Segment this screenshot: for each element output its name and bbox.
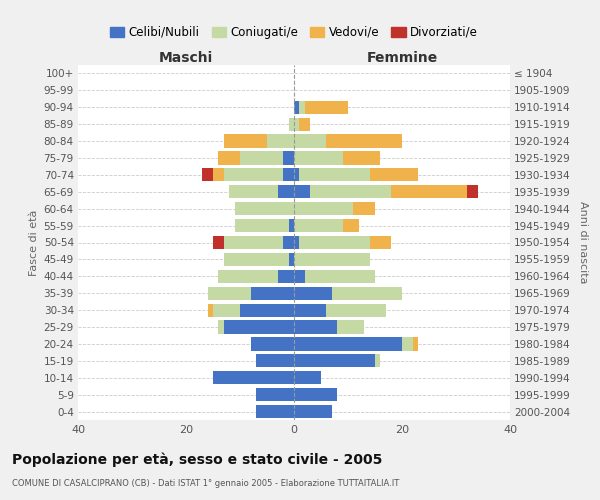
Bar (294, 405, 332, 418)
Bar (402, 338, 413, 350)
Bar (224, 134, 267, 147)
Bar (413, 338, 418, 350)
Bar (224, 236, 283, 249)
Bar (251, 286, 294, 300)
Bar (224, 253, 289, 266)
Bar (294, 185, 310, 198)
Bar (294, 270, 305, 283)
Bar (294, 371, 321, 384)
Bar (256, 388, 294, 401)
Bar (240, 152, 283, 164)
Bar (294, 354, 375, 368)
Bar (235, 219, 289, 232)
Bar (202, 168, 213, 181)
Bar (229, 185, 278, 198)
Bar (256, 405, 294, 418)
Bar (305, 270, 375, 283)
Text: Femmine: Femmine (367, 51, 437, 65)
Bar (294, 304, 326, 316)
Bar (294, 236, 299, 249)
Legend: Celibi/Nubili, Coniugati/e, Vedovi/e, Divorziati/e: Celibi/Nubili, Coniugati/e, Vedovi/e, Di… (105, 21, 483, 44)
Bar (370, 168, 418, 181)
Bar (256, 354, 294, 368)
Bar (326, 304, 386, 316)
Bar (289, 118, 294, 131)
Text: Maschi: Maschi (159, 51, 213, 65)
Bar (467, 185, 478, 198)
Bar (224, 320, 294, 334)
Bar (294, 338, 402, 350)
Bar (235, 202, 294, 215)
Y-axis label: Fasce di età: Fasce di età (29, 210, 40, 276)
Bar (213, 304, 240, 316)
Bar (218, 270, 278, 283)
Bar (299, 236, 370, 249)
Bar (294, 286, 332, 300)
Bar (283, 236, 294, 249)
Bar (370, 236, 391, 249)
Bar (294, 100, 299, 114)
Bar (343, 219, 359, 232)
Bar (208, 286, 251, 300)
Bar (332, 286, 402, 300)
Bar (289, 219, 294, 232)
Bar (305, 100, 348, 114)
Bar (267, 134, 294, 147)
Bar (294, 202, 353, 215)
Bar (283, 152, 294, 164)
Bar (213, 168, 224, 181)
Bar (310, 185, 391, 198)
Bar (251, 338, 294, 350)
Bar (283, 168, 294, 181)
Bar (343, 152, 380, 164)
Text: COMUNE DI CASALCIPRANO (CB) - Dati ISTAT 1° gennaio 2005 - Elaborazione TUTTAITA: COMUNE DI CASALCIPRANO (CB) - Dati ISTAT… (12, 479, 399, 488)
Y-axis label: Anni di nascita: Anni di nascita (578, 201, 587, 284)
Text: Popolazione per età, sesso e stato civile - 2005: Popolazione per età, sesso e stato civil… (12, 452, 382, 467)
Bar (294, 152, 343, 164)
Bar (218, 152, 240, 164)
Bar (299, 100, 305, 114)
Bar (240, 304, 294, 316)
Bar (224, 168, 283, 181)
Bar (353, 202, 375, 215)
Bar (299, 168, 370, 181)
Bar (213, 236, 224, 249)
Bar (208, 304, 213, 316)
Bar (294, 134, 326, 147)
Bar (337, 320, 364, 334)
Bar (326, 134, 402, 147)
Bar (294, 118, 299, 131)
Bar (278, 185, 294, 198)
Bar (294, 253, 370, 266)
Bar (294, 168, 299, 181)
Bar (294, 388, 337, 401)
Bar (294, 320, 337, 334)
Bar (299, 118, 310, 131)
Bar (278, 270, 294, 283)
Bar (289, 253, 294, 266)
Bar (375, 354, 380, 368)
Bar (294, 219, 343, 232)
Bar (218, 320, 224, 334)
Bar (391, 185, 467, 198)
Bar (213, 371, 294, 384)
